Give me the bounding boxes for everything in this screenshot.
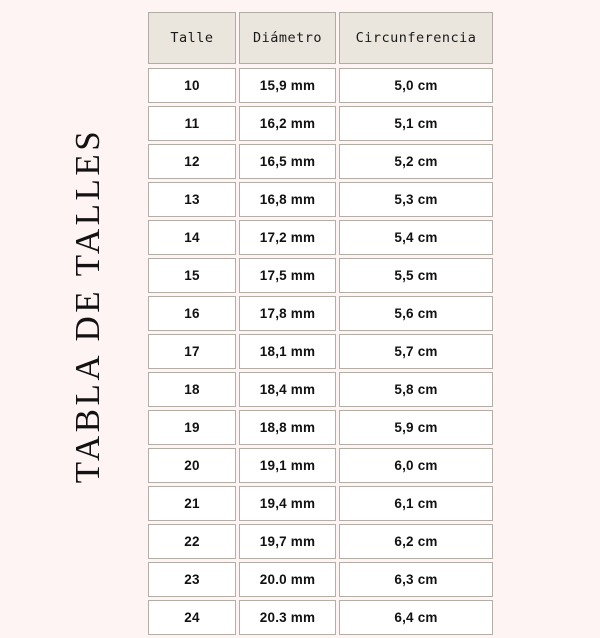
table-row: 11 16,2 mm 5,1 cm	[148, 106, 493, 141]
cell-circunferencia: 5,2 cm	[339, 144, 493, 179]
cell-diametro: 15,9 mm	[239, 68, 336, 103]
cell-talle: 10	[148, 68, 236, 103]
table-row: 10 15,9 mm 5,0 cm	[148, 68, 493, 103]
table-row: 13 16,8 mm 5,3 cm	[148, 182, 493, 217]
table-row: 16 17,8 mm 5,6 cm	[148, 296, 493, 331]
cell-diametro: 20.0 mm	[239, 562, 336, 597]
cell-circunferencia: 5,5 cm	[339, 258, 493, 293]
table-header-row: Talle Diámetro Circunferencia	[148, 12, 493, 64]
cell-talle: 21	[148, 486, 236, 521]
table-body: 10 15,9 mm 5,0 cm 11 16,2 mm 5,1 cm 12 16,5 mm 5…	[148, 68, 493, 635]
cell-circunferencia: 6,1 cm	[339, 486, 493, 521]
cell-circunferencia: 5,3 cm	[339, 182, 493, 217]
cell-diametro: 17,8 mm	[239, 296, 336, 331]
cell-circunferencia: 5,6 cm	[339, 296, 493, 331]
page-title: TABLA DE TALLES	[68, 127, 108, 483]
cell-talle: 17	[148, 334, 236, 369]
table-row: 24 20.3 mm 6,4 cm	[148, 600, 493, 635]
cell-diametro: 19,4 mm	[239, 486, 336, 521]
table-row: 20 19,1 mm 6,0 cm	[148, 448, 493, 483]
cell-diametro: 17,5 mm	[239, 258, 336, 293]
cell-circunferencia: 5,4 cm	[339, 220, 493, 255]
table-row: 12 16,5 mm 5,2 cm	[148, 144, 493, 179]
cell-diametro: 16,8 mm	[239, 182, 336, 217]
cell-talle: 15	[148, 258, 236, 293]
column-header-diametro: Diámetro	[239, 12, 336, 64]
cell-talle: 13	[148, 182, 236, 217]
cell-diametro: 18,4 mm	[239, 372, 336, 407]
column-header-talle: Talle	[148, 12, 236, 64]
table-row: 15 17,5 mm 5,5 cm	[148, 258, 493, 293]
table-row: 21 19,4 mm 6,1 cm	[148, 486, 493, 521]
table-row: 22 19,7 mm 6,2 cm	[148, 524, 493, 559]
cell-circunferencia: 5,1 cm	[339, 106, 493, 141]
cell-talle: 16	[148, 296, 236, 331]
cell-talle: 24	[148, 600, 236, 635]
cell-talle: 22	[148, 524, 236, 559]
cell-diametro: 17,2 mm	[239, 220, 336, 255]
cell-circunferencia: 5,7 cm	[339, 334, 493, 369]
cell-talle: 11	[148, 106, 236, 141]
cell-talle: 12	[148, 144, 236, 179]
cell-circunferencia: 6,3 cm	[339, 562, 493, 597]
cell-circunferencia: 6,0 cm	[339, 448, 493, 483]
cell-circunferencia: 5,8 cm	[339, 372, 493, 407]
size-table: Talle Diámetro Circunferencia 10 15,9 mm 5…	[148, 12, 493, 638]
cell-talle: 18	[148, 372, 236, 407]
table-row: 17 18,1 mm 5,7 cm	[148, 334, 493, 369]
cell-diametro: 19,7 mm	[239, 524, 336, 559]
table-row: 18 18,4 mm 5,8 cm	[148, 372, 493, 407]
cell-diametro: 20.3 mm	[239, 600, 336, 635]
cell-talle: 23	[148, 562, 236, 597]
column-header-circunferencia: Circunferencia	[339, 12, 493, 64]
cell-diametro: 16,2 mm	[239, 106, 336, 141]
cell-diametro: 18,1 mm	[239, 334, 336, 369]
cell-diametro: 19,1 mm	[239, 448, 336, 483]
table-row: 23 20.0 mm 6,3 cm	[148, 562, 493, 597]
size-chart-page: TABLA DE TALLES Talle Diámetro Circunfer…	[68, 12, 493, 635]
table-row: 14 17,2 mm 5,4 cm	[148, 220, 493, 255]
cell-talle: 19	[148, 410, 236, 445]
cell-circunferencia: 5,0 cm	[339, 68, 493, 103]
table-row: 19 18,8 mm 5,9 cm	[148, 410, 493, 445]
cell-talle: 20	[148, 448, 236, 483]
cell-circunferencia: 5,9 cm	[339, 410, 493, 445]
cell-diametro: 18,8 mm	[239, 410, 336, 445]
cell-circunferencia: 6,4 cm	[339, 600, 493, 635]
cell-talle: 14	[148, 220, 236, 255]
cell-circunferencia: 6,2 cm	[339, 524, 493, 559]
cell-diametro: 16,5 mm	[239, 144, 336, 179]
